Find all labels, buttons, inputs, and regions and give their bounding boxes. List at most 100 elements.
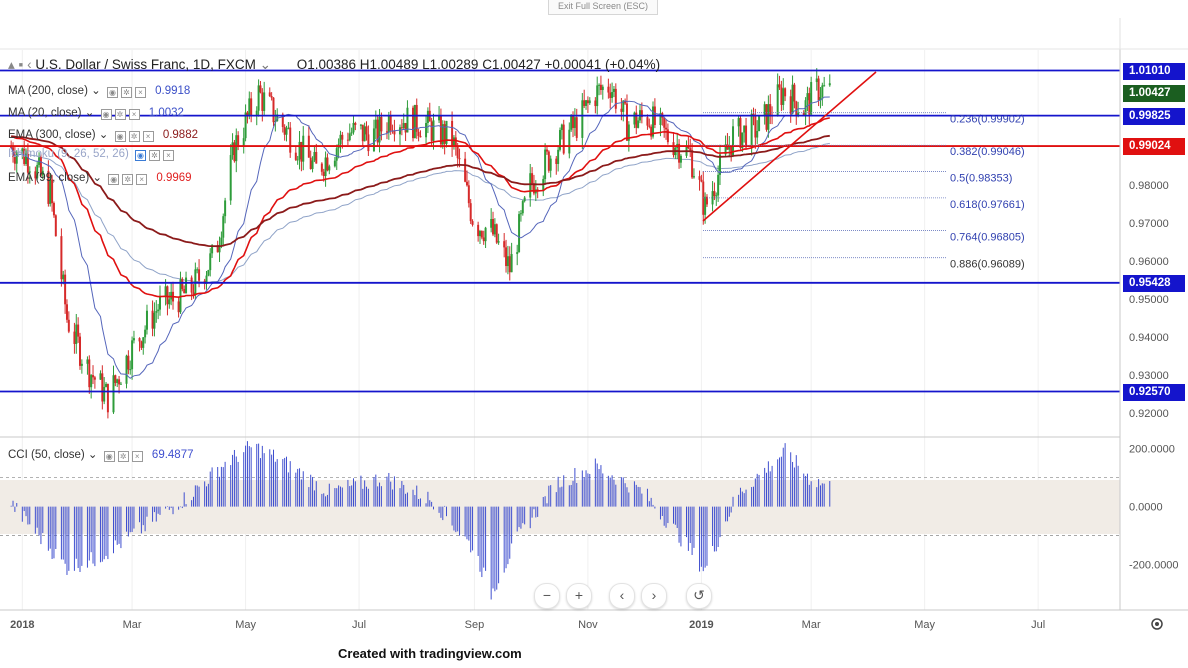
candle-body <box>151 310 154 329</box>
close-icon[interactable]: × <box>128 109 140 120</box>
candle-body <box>508 256 511 273</box>
candle-body <box>728 146 731 150</box>
zoom-in-button[interactable]: + <box>566 583 592 609</box>
candle-body <box>106 383 109 413</box>
candle-body <box>378 116 381 143</box>
candle-body <box>387 115 390 133</box>
candle-body <box>300 141 303 162</box>
candle-body <box>376 119 379 143</box>
price-label: 1.00427 <box>1123 84 1185 102</box>
visibility-icon[interactable]: ◉ <box>100 109 112 120</box>
legend-ma200[interactable]: MA (200, close) ⌄ ◉ ✲ × 0.9918 <box>8 85 191 98</box>
candle-body <box>648 125 651 127</box>
candle-body <box>26 154 29 173</box>
candle-body <box>689 148 692 151</box>
candle-body <box>335 148 338 161</box>
candle-body <box>177 301 180 313</box>
candle-body <box>51 179 54 204</box>
candle-body <box>438 116 441 121</box>
candle-body <box>456 146 459 159</box>
visibility-icon[interactable]: ◉ <box>135 150 147 161</box>
candle-body <box>15 153 18 164</box>
legend-value: 0.9969 <box>156 172 192 184</box>
candle-body <box>25 154 28 165</box>
close-icon[interactable]: × <box>163 150 175 161</box>
visibility-icon[interactable]: ◉ <box>106 87 118 98</box>
legend-value: 69.4877 <box>151 449 194 461</box>
zoom-out-button[interactable]: − <box>534 583 560 609</box>
cci-tick-label: -200.0000 <box>1129 560 1179 572</box>
candle-body <box>235 135 238 162</box>
collapse-icon[interactable]: ▴ ▪ ‹ <box>8 57 32 72</box>
candle-body <box>715 195 718 197</box>
gear-icon[interactable]: ✲ <box>128 131 140 142</box>
ichimoku-cloud <box>11 142 830 283</box>
gear-icon[interactable]: ✲ <box>117 451 129 462</box>
candle-body <box>361 124 364 142</box>
close-icon[interactable]: × <box>136 174 148 185</box>
candle-body <box>544 149 547 180</box>
settings-icon[interactable] <box>1151 618 1163 630</box>
support-resistance-lines <box>0 69 1120 393</box>
candle-body <box>88 359 91 388</box>
candle-body <box>711 191 714 205</box>
price-label: 0.99825 <box>1123 107 1185 125</box>
close-icon[interactable]: × <box>134 87 146 98</box>
close-icon[interactable]: × <box>142 131 154 142</box>
close-icon[interactable]: × <box>131 451 143 462</box>
candle-body <box>767 104 770 130</box>
gear-icon[interactable]: ✲ <box>120 87 132 98</box>
candle-body <box>166 286 169 305</box>
candle-body <box>666 129 669 143</box>
candle-body <box>454 137 457 147</box>
candle-body <box>365 126 368 135</box>
candle-body <box>625 103 628 141</box>
candle-body <box>118 379 121 385</box>
ohlc-change: +0.00041 (+0.04%) <box>544 57 661 72</box>
legend-ma20[interactable]: MA (20, close) ⌄ ◉ ✲ × 1.0032 <box>8 107 184 120</box>
visibility-icon[interactable]: ◉ <box>114 131 126 142</box>
gear-icon[interactable]: ✲ <box>122 174 134 185</box>
chevron-down-icon[interactable]: ⌄ <box>255 57 271 72</box>
candle-body <box>810 82 813 115</box>
candle-body <box>413 104 416 139</box>
symbol-name[interactable]: U.S. Dollar / Swiss Franc, 1D, FXCM <box>35 57 256 72</box>
visibility-icon[interactable]: ◉ <box>103 451 115 462</box>
time-tick-label: Mar <box>802 619 821 631</box>
scroll-left-button[interactable]: ‹ <box>609 583 635 609</box>
reset-chart-button[interactable]: ↺ <box>686 583 712 609</box>
candle-body <box>67 319 70 332</box>
candle-body <box>168 299 171 305</box>
candle-body <box>555 158 558 164</box>
gear-icon[interactable]: ✲ <box>114 109 126 120</box>
trend-line[interactable] <box>702 71 877 222</box>
candle-body <box>313 151 316 161</box>
candle-body <box>218 244 221 253</box>
time-tick-label: May <box>235 619 256 631</box>
candle-body <box>758 115 761 131</box>
candle-body <box>452 137 455 146</box>
legend-ichimoku[interactable]: Ichimoku (9, 26, 52, 26) ◉ ✲ × <box>8 148 175 161</box>
visibility-icon[interactable]: ◉ <box>108 174 120 185</box>
candle-body <box>659 113 662 125</box>
candle-body <box>354 122 357 125</box>
fib-level-label: 0.382(0.99046) <box>950 146 1025 158</box>
exit-fullscreen-button[interactable]: Exit Full Screen (ESC) <box>548 0 658 15</box>
scroll-right-button[interactable]: › <box>641 583 667 609</box>
candle-body <box>594 100 597 107</box>
legend-ema300[interactable]: EMA (300, close) ⌄ ◉ ✲ × 0.9882 <box>8 129 198 142</box>
fib-level-label: 0.618(0.97661) <box>950 199 1025 211</box>
candle-body <box>181 279 184 290</box>
ema-300-line <box>11 134 830 248</box>
candle-body <box>572 115 575 128</box>
legend-cci[interactable]: CCI (50, close) ⌄ ◉ ✲ × 69.4877 <box>8 449 194 462</box>
candle-body <box>503 241 506 248</box>
gear-icon[interactable]: ✲ <box>149 150 161 161</box>
legend-ema99[interactable]: EMA (99, close) ⌄ ◉ ✲ × 0.9969 <box>8 172 192 185</box>
legend-value: 1.0032 <box>148 107 184 119</box>
candle-body <box>637 120 640 128</box>
candle-body <box>640 110 643 118</box>
candle-body <box>138 338 141 342</box>
candle-body <box>750 113 753 148</box>
